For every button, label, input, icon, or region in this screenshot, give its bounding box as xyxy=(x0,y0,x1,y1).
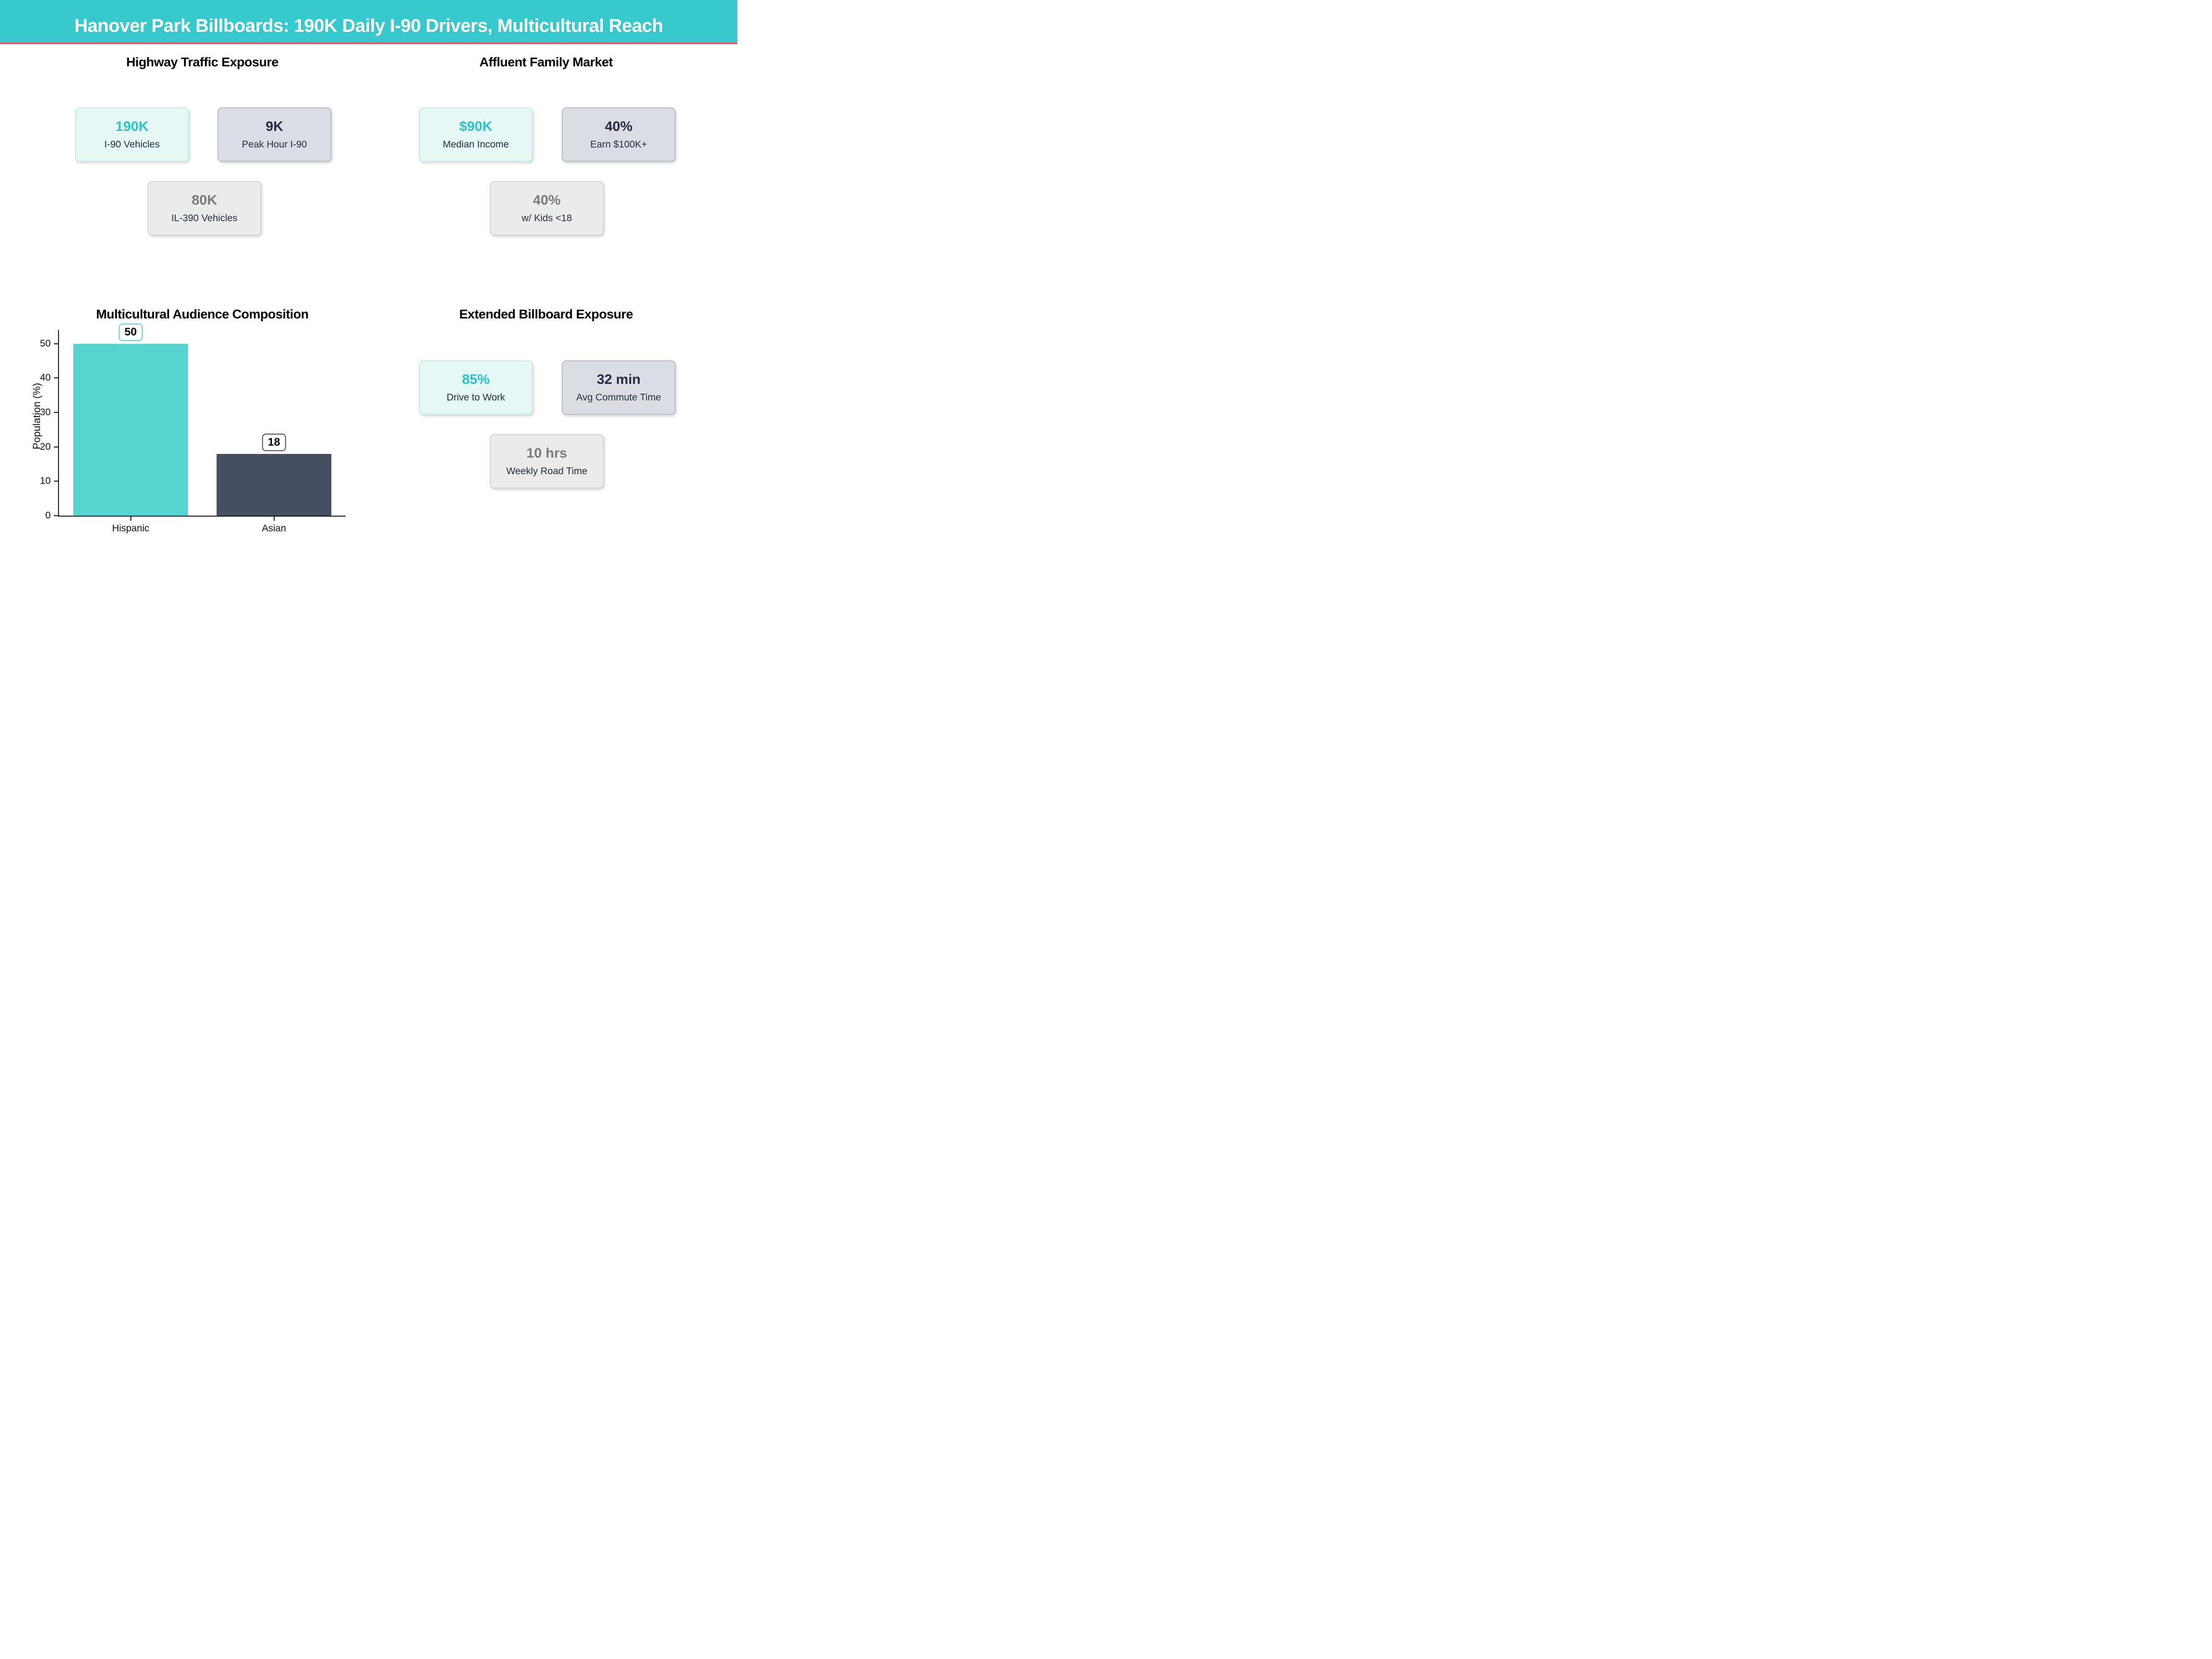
stat-value: 40% xyxy=(605,119,633,134)
stat-card-median-income: $90K Median Income xyxy=(419,107,533,162)
y-tick-mark xyxy=(54,412,58,413)
stat-value: 32 min xyxy=(596,372,641,387)
x-axis-spine xyxy=(58,516,346,517)
stat-value: 40% xyxy=(533,193,561,208)
infographic-page: Hanover Park Billboards: 190K Daily I-90… xyxy=(0,0,737,553)
header-accent-line xyxy=(0,42,737,44)
page-title: Hanover Park Billboards: 190K Daily I-90… xyxy=(74,16,663,36)
y-tick-mark xyxy=(54,377,58,379)
bar-chart: Population (%) 0 10 20 30 40 50 Hispanic 50 Asia… xyxy=(0,0,737,553)
stat-value: 190K xyxy=(115,119,149,134)
stat-label: Weekly Road Time xyxy=(506,466,588,477)
header-banner: Hanover Park Billboards: 190K Daily I-90… xyxy=(0,0,737,42)
stat-value: $90K xyxy=(459,119,493,134)
y-tick-mark xyxy=(54,515,58,516)
stat-label: Drive to Work xyxy=(447,392,505,403)
bar-asian xyxy=(217,453,331,516)
stat-label: Peak Hour I-90 xyxy=(241,139,307,150)
stat-value: 80K xyxy=(191,193,218,208)
stat-card-earn-100k: 40% Earn $100K+ xyxy=(562,107,676,162)
stat-label: I-90 Vehicles xyxy=(104,139,160,150)
stat-value: 85% xyxy=(462,372,490,387)
stat-card-il390-vehicles: 80K IL-390 Vehicles xyxy=(147,181,261,235)
x-tick-label: Asian xyxy=(262,523,286,534)
y-tick-label: 40 xyxy=(40,372,51,383)
y-tick-label: 10 xyxy=(40,476,51,487)
y-tick-label: 0 xyxy=(45,510,51,521)
bar-hispanic xyxy=(73,343,188,516)
y-tick-mark xyxy=(54,481,58,482)
stat-label: Earn $100K+ xyxy=(590,139,647,150)
x-tick-label: Hispanic xyxy=(112,523,149,534)
bar-value-label: 18 xyxy=(262,433,286,451)
stat-label: IL-390 Vehicles xyxy=(171,213,238,224)
stat-value: 10 hrs xyxy=(526,446,567,461)
panel-title-family: Affluent Family Market xyxy=(479,55,613,69)
stat-card-avg-commute: 32 min Avg Commute Time xyxy=(562,360,676,415)
panel-title-exposure: Extended Billboard Exposure xyxy=(459,307,633,321)
stat-card-weekly-road-time: 10 hrs Weekly Road Time xyxy=(490,434,604,488)
stat-label: w/ Kids <18 xyxy=(521,213,572,224)
stat-label: Median Income xyxy=(442,139,509,150)
stat-label: Avg Commute Time xyxy=(576,392,661,403)
panel-title-traffic: Highway Traffic Exposure xyxy=(126,55,279,69)
y-tick-label: 50 xyxy=(40,338,51,349)
bar-value-label: 50 xyxy=(118,323,143,341)
stat-card-peak-hour: 9K Peak Hour I-90 xyxy=(218,107,331,162)
y-tick-label: 30 xyxy=(40,407,51,418)
stat-card-i90-vehicles: 190K I-90 Vehicles xyxy=(75,107,189,162)
x-tick-mark xyxy=(130,517,131,521)
stat-card-kids-under-18: 40% w/ Kids <18 xyxy=(490,181,604,235)
stat-card-drive-to-work: 85% Drive to Work xyxy=(419,360,533,415)
y-tick-label: 20 xyxy=(40,441,51,452)
x-tick-mark xyxy=(273,517,275,521)
stat-value: 9K xyxy=(265,119,283,134)
y-axis-spine xyxy=(58,330,59,517)
chart-title: Multicultural Audience Composition xyxy=(96,307,309,321)
y-tick-mark xyxy=(54,343,58,344)
